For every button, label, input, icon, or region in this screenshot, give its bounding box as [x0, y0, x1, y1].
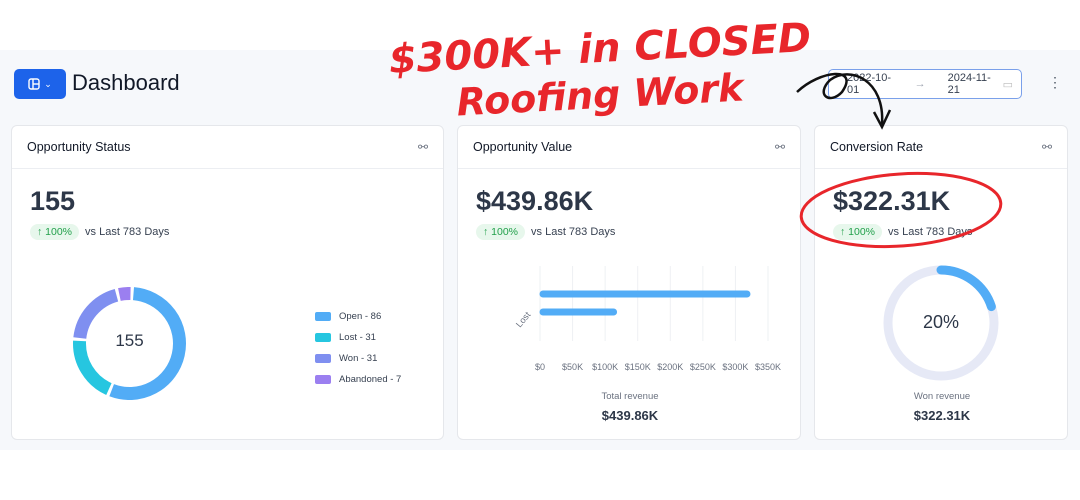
- metric-value: $439.86K: [476, 186, 594, 216]
- legend-item[interactable]: Open - 86: [315, 306, 401, 327]
- x-tick-label: $200K: [657, 362, 683, 372]
- x-tick-label: $350K: [755, 362, 781, 372]
- footer-value: $322.31K: [913, 408, 971, 423]
- x-tick-label: $0: [535, 362, 545, 372]
- legend: Open - 86 Lost - 31 Won - 31 Abandoned -…: [315, 306, 401, 390]
- opportunity-value-card: Opportunity Value ⚯ $439.86K ↑ 100% vs Las…: [457, 125, 801, 440]
- legend-item[interactable]: Abandoned - 7: [315, 369, 401, 390]
- x-tick-label: $50K: [562, 362, 583, 372]
- compare-text: vs Last 783 Days: [85, 226, 170, 238]
- compare-text: vs Last 783 Days: [531, 226, 616, 238]
- trend-badge: ↑ 100%: [476, 224, 526, 240]
- conversion-rate-card: Conversion Rate ⚯ $322.31K ↑ 100% vs Last …: [814, 125, 1068, 440]
- footer-label: Won revenue: [913, 391, 971, 402]
- donut-center-value: 155: [115, 331, 144, 350]
- y-category-label: Lost: [514, 309, 533, 329]
- gauge-value: 20%: [922, 312, 960, 332]
- card-title: Opportunity Status: [27, 140, 131, 154]
- donut-slice[interactable]: [118, 287, 131, 301]
- card-title: Conversion Rate: [830, 140, 924, 154]
- footer-label: Total revenue: [601, 391, 659, 402]
- date-from[interactable]: 2022-10-01: [847, 72, 892, 96]
- filter-icon[interactable]: ⚯: [1041, 140, 1052, 154]
- donut-chart: [73, 287, 186, 400]
- metric-value: 155: [30, 186, 76, 216]
- filter-icon[interactable]: ⚯: [417, 140, 428, 154]
- trend-badge: ↑ 100%: [30, 224, 80, 240]
- gauge-fill: [936, 265, 996, 312]
- donut-slice[interactable]: [73, 288, 119, 340]
- chevron-down-icon: ⌄: [44, 78, 52, 89]
- date-range-picker[interactable]: 2022-10-01 → 2024-11-21 ▭: [828, 69, 1022, 99]
- opportunity-status-card: Opportunity Status ⚯ 155 ↑ 100% vs Last 78…: [11, 125, 444, 440]
- donut-slice[interactable]: [73, 340, 112, 395]
- trend-badge: ↑ 100%: [833, 224, 883, 240]
- card-title: Opportunity Value: [473, 140, 573, 154]
- x-tick-label: $250K: [690, 362, 716, 372]
- gauge-chart: [883, 265, 999, 381]
- donut-slice[interactable]: [109, 287, 186, 400]
- more-options-icon[interactable]: ⋮: [1048, 74, 1062, 90]
- bar-chart: $0 $50K $100K $150K $200K $250K $300K $350K Lost: [514, 266, 781, 372]
- filter-icon[interactable]: ⚯: [774, 140, 785, 154]
- page-title: Dashboard: [72, 70, 180, 95]
- x-tick-label: $300K: [722, 362, 748, 372]
- layout-menu-button[interactable]: ⌄: [14, 69, 66, 99]
- x-tick-label: $150K: [625, 362, 651, 372]
- x-tick-label: $100K: [592, 362, 618, 372]
- layout-icon: [28, 78, 40, 90]
- dashboard: ⌄ Dashboard 2022-10-01 → 2024-11-21 ▭ ⋮ …: [0, 50, 1080, 450]
- legend-item[interactable]: Won - 31: [315, 348, 401, 369]
- metric-value: $322.31K: [833, 186, 951, 216]
- compare-text: vs Last 783 Days: [888, 226, 973, 238]
- legend-item[interactable]: Lost - 31: [315, 327, 401, 348]
- footer-value: $439.86K: [601, 408, 659, 423]
- date-to[interactable]: 2024-11-21: [947, 72, 991, 96]
- arrow-right-icon: →: [914, 78, 926, 90]
- calendar-icon: ▭: [1002, 78, 1013, 91]
